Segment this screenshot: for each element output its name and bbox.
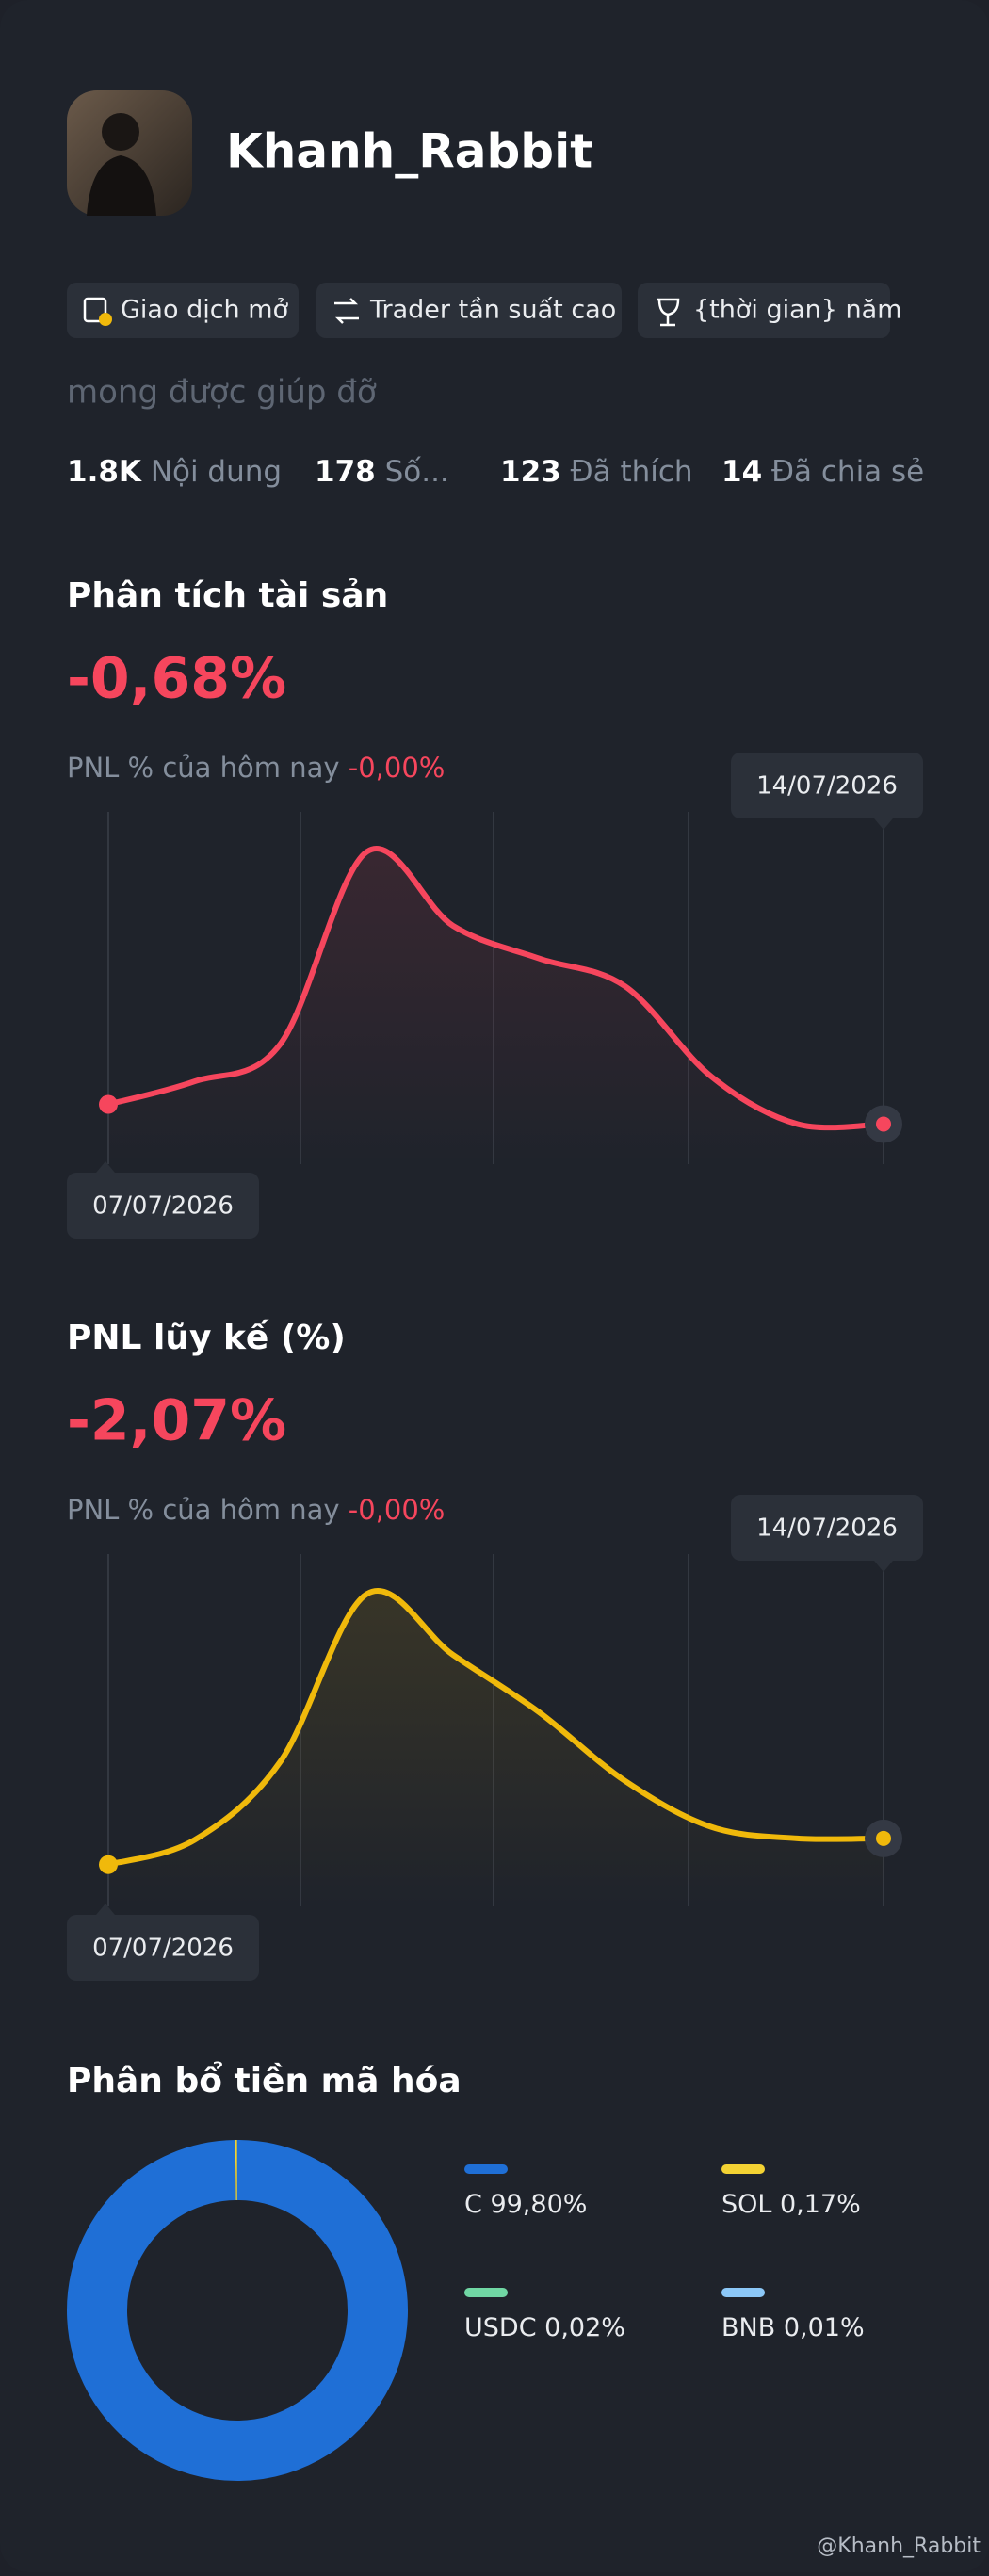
legend-swatch: [464, 2288, 508, 2297]
badge-label: Giao dịch mở: [121, 296, 289, 325]
stat: 178 Số...: [315, 455, 449, 489]
pnl-label: PNL % của hôm nay: [67, 1494, 340, 1526]
stat-value: 123: [500, 455, 561, 489]
stat-label: Đã chia sẻ: [771, 455, 924, 489]
legend-name: SOL: [721, 2190, 771, 2219]
badge-label: Trader tần suất cao: [369, 296, 616, 325]
end-point: [876, 1831, 891, 1846]
stat: 123 Đã thích: [500, 455, 693, 489]
legend-value: 0,02%: [544, 2313, 625, 2342]
end-date: 14/07/2026: [756, 772, 898, 801]
stat-value: 14: [721, 455, 762, 489]
stat-label: Nội dung: [151, 455, 282, 489]
stat: 14 Đã chia sẻ: [721, 455, 924, 489]
stat-label: Đã thích: [571, 455, 693, 489]
pnl-today: PNL % của hôm nay -0,00%: [67, 1494, 445, 1526]
section-title: Phân tích tài sản: [67, 576, 388, 615]
pnl-value: -0,00%: [349, 1494, 446, 1526]
stat: 1.8K Nội dung: [67, 455, 282, 489]
section-title: Phân bổ tiền mã hóa: [67, 2061, 462, 2100]
legend-value: 0,01%: [784, 2313, 865, 2342]
section-title: PNL lũy kế (%): [67, 1319, 346, 1357]
end-date: 14/07/2026: [756, 1515, 898, 1543]
start-point: [99, 1095, 118, 1114]
badge-label: {thời gian} năm: [693, 296, 902, 325]
pnl-label: PNL % của hôm nay: [67, 752, 340, 784]
watermark: @Khanh_Rabbit: [817, 2535, 981, 2558]
bio: mong được giúp đỡ: [67, 374, 377, 412]
legend-name: BNB: [721, 2313, 775, 2342]
legend-name: USDC: [464, 2313, 537, 2342]
badge[interactable]: Trader tần suất cao: [316, 283, 622, 338]
headline-value: -2,07%: [67, 1388, 286, 1454]
legend-swatch: [721, 2164, 765, 2174]
stat-value: 1.8K: [67, 455, 142, 489]
legend-entry: BNB 0,01%: [721, 2313, 865, 2342]
stat-value: 178: [315, 455, 376, 489]
legend-name: C: [464, 2190, 482, 2219]
legend-swatch: [721, 2288, 765, 2297]
username: Khanh_Rabbit: [226, 124, 592, 179]
legend-entry: USDC 0,02%: [464, 2313, 625, 2342]
legend-entry: SOL 0,17%: [721, 2190, 861, 2219]
stat-label: Số...: [385, 455, 449, 489]
headline-value: -0,68%: [67, 646, 286, 712]
avatar[interactable]: [67, 90, 192, 216]
legend-swatch: [464, 2164, 508, 2174]
start-date: 07/07/2026: [92, 1935, 234, 1963]
legend-value: 0,17%: [780, 2190, 861, 2219]
pnl-value: -0,00%: [349, 752, 446, 784]
start-date: 07/07/2026: [92, 1192, 234, 1221]
pnl-today: PNL % của hôm nay -0,00%: [67, 752, 445, 784]
badge[interactable]: Giao dịch mở: [67, 283, 299, 338]
start-point: [99, 1855, 118, 1874]
end-point: [876, 1116, 891, 1131]
badge[interactable]: {thời gian} năm: [638, 283, 902, 338]
legend-value: 99,80%: [490, 2190, 587, 2219]
legend-entry: C 99,80%: [464, 2190, 587, 2219]
